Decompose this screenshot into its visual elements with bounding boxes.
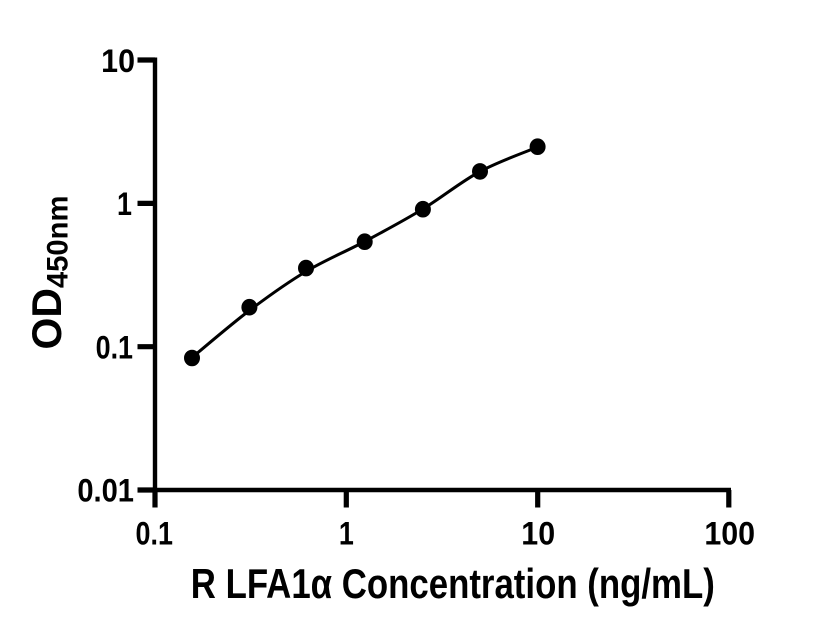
- svg-text:0.1: 0.1: [96, 330, 133, 366]
- svg-text:1: 1: [339, 516, 354, 552]
- svg-text:0.01: 0.01: [77, 473, 134, 509]
- svg-text:10: 10: [101, 43, 135, 79]
- svg-text:10: 10: [521, 516, 555, 552]
- svg-text:1: 1: [117, 187, 132, 223]
- svg-text:100: 100: [704, 516, 755, 552]
- svg-text:0.1: 0.1: [136, 516, 173, 552]
- svg-text:R LFA1α Concentration (ng/mL): R LFA1α Concentration (ng/mL): [191, 560, 715, 607]
